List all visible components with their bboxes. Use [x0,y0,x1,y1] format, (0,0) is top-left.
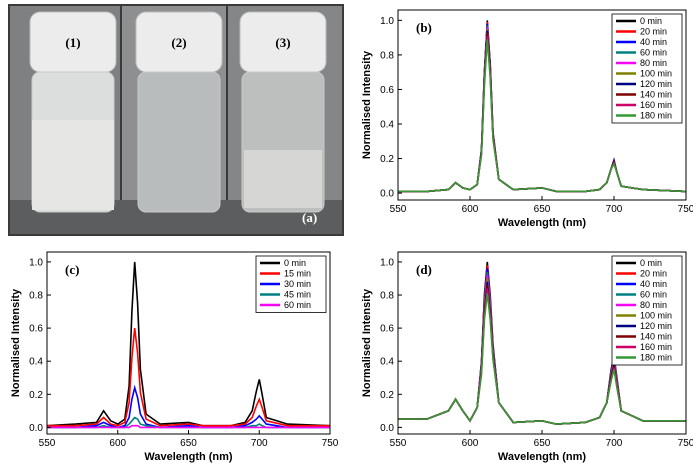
y-axis-label: Normalised Intensity [10,288,22,397]
y-tick-label: 0.8 [380,50,394,61]
vial-label: (3) [275,35,290,50]
y-tick-label: 0.2 [380,390,394,401]
y-tick-label: 0.2 [29,390,43,401]
x-tick-label: 750 [322,438,339,449]
x-tick-label: 700 [606,438,623,449]
vial [135,11,223,213]
legend-label: 30 min [284,279,311,289]
x-tick-label: 550 [390,438,407,449]
legend-label: 60 min [640,48,667,58]
legend-label: 60 min [284,300,311,310]
x-axis-label: Wavelength (nm) [498,217,587,229]
legend-label: 40 min [640,279,667,289]
legend-label: 60 min [640,290,667,300]
y-axis-label: Normalised Intensity [361,288,373,397]
y-tick-label: 1.0 [380,257,394,268]
y-tick-label: 1.0 [29,257,43,268]
vial-label: (1) [65,35,80,50]
y-tick-label: 0.4 [380,120,394,131]
legend-label: 80 min [640,58,667,68]
legend-label: 45 min [284,290,311,300]
y-tick-label: 0.0 [29,423,43,434]
legend-label: 100 min [640,69,672,79]
legend-label: 160 min [640,342,672,352]
y-tick-label: 1.0 [380,16,394,27]
x-tick-label: 650 [534,438,551,449]
y-tick-label: 0.8 [29,291,43,302]
legend-label: 140 min [640,90,672,100]
x-axis-label: Wavelength (nm) [498,451,587,463]
series-line [47,424,330,429]
panel-label: (d) [416,262,432,277]
y-tick-label: 0.0 [380,423,394,434]
vial [239,11,327,213]
x-tick-label: 550 [390,204,407,215]
y-tick-label: 0.6 [29,324,43,335]
y-tick-label: 0.4 [380,357,394,368]
y-tick-label: 0.2 [380,154,394,165]
y-tick-label: 0.4 [29,357,43,368]
y-tick-label: 0.6 [380,324,394,335]
y-tick-label: 0.6 [380,85,394,96]
legend-label: 120 min [640,321,672,331]
series-line [47,384,330,429]
y-tick-label: 0.8 [380,291,394,302]
x-tick-label: 650 [180,438,197,449]
x-tick-label: 600 [109,438,126,449]
panel-label: (b) [416,20,432,35]
x-tick-label: 700 [606,204,623,215]
x-tick-label: 600 [462,204,479,215]
legend-label: 120 min [640,79,672,89]
photo-panel: (1) (2) (3) (a) [8,4,344,236]
vial [29,11,117,213]
x-axis-label: Wavelength (nm) [144,451,233,463]
legend-label: 100 min [640,311,672,321]
legend-label: 20 min [640,269,667,279]
vial-label: (2) [171,35,186,50]
x-tick-label: 700 [251,438,268,449]
panel-label: (a) [302,210,317,225]
legend-label: 0 min [640,258,662,268]
x-tick-label: 750 [678,438,693,449]
series-line [47,328,330,427]
x-tick-label: 600 [462,438,479,449]
legend-label: 20 min [640,27,667,37]
panel-label: (c) [65,262,79,277]
series-line [46,261,331,427]
y-axis-label: Normalised Intensity [361,50,373,159]
series-line [398,293,686,425]
x-tick-label: 650 [534,204,551,215]
legend-label: 140 min [640,332,672,342]
legend-label: 0 min [284,258,306,268]
legend-label: 160 min [640,100,672,110]
y-tick-label: 0.0 [380,189,394,200]
x-tick-label: 750 [678,204,693,215]
legend-label: 40 min [640,37,667,47]
x-tick-label: 550 [39,438,56,449]
legend-label: 180 min [640,353,672,363]
legend-label: 180 min [640,111,672,121]
legend-label: 80 min [640,300,667,310]
legend-label: 0 min [640,16,662,26]
legend-label: 15 min [284,269,311,279]
series-line [398,39,687,193]
